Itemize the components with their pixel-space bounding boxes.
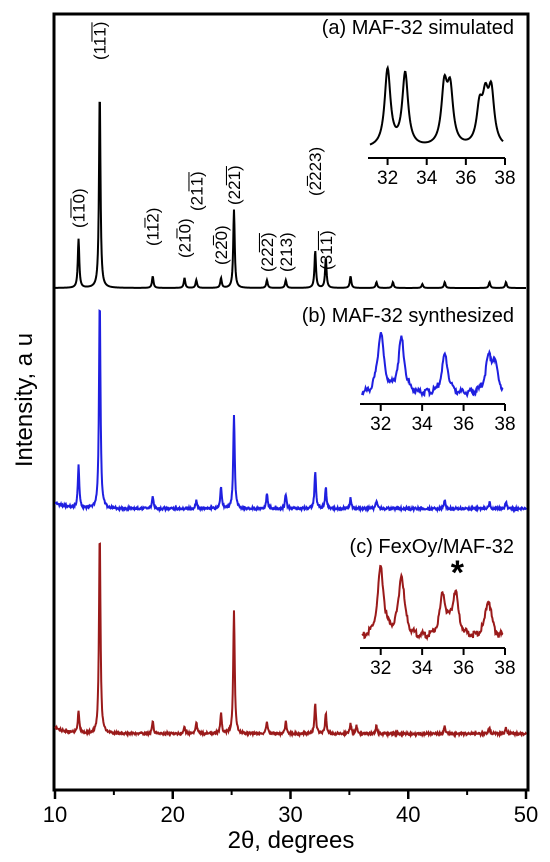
x-tick-label-20: 20 xyxy=(161,802,185,827)
inset-tick-label-2-32: 32 xyxy=(370,414,391,435)
inset-tick-label-1-38: 38 xyxy=(494,168,515,189)
x-tick-label-40: 40 xyxy=(396,802,420,827)
inset-line-1 xyxy=(369,64,504,146)
reflection-label-10: (31̅1̅) xyxy=(317,230,336,270)
inset-tick-label-2-38: 38 xyxy=(494,414,515,435)
inset-tick-label-3-34: 34 xyxy=(412,658,434,679)
series-line-3 xyxy=(54,542,527,739)
inset-tick-label-3-38: 38 xyxy=(494,658,515,679)
reflection-label-5: (22̅0) xyxy=(212,225,231,265)
x-tick-label-50: 50 xyxy=(514,802,538,827)
inset-tick-label-1-32: 32 xyxy=(377,168,398,189)
reflection-label-9: (2̅̅223) xyxy=(306,147,325,196)
inset-tick-label-3-32: 32 xyxy=(370,658,391,679)
inset-tick-label-2-34: 34 xyxy=(412,414,434,435)
y-axis-label: Intensity, a u xyxy=(11,333,38,467)
inset-annotation: * xyxy=(451,554,465,592)
reflection-label-3: (21̅0) xyxy=(176,218,195,258)
reflection-label-6: (22̅1̅) xyxy=(225,165,244,205)
series-line-2 xyxy=(54,309,527,514)
inset-tick-label-1-36: 36 xyxy=(455,168,476,189)
x-tick-label-10: 10 xyxy=(43,802,67,827)
inset-line-3 xyxy=(361,564,504,642)
reflection-label-7: (22̅2̅) xyxy=(258,232,277,272)
reflection-label-2: (11̅2) xyxy=(144,208,163,246)
reflection-label-8: (213) xyxy=(277,232,296,272)
reflection-label-1: (11̅1̅) xyxy=(91,22,110,60)
reflection-label-0: (1̅1̅0) xyxy=(70,188,89,228)
inset-tick-label-2-36: 36 xyxy=(453,414,474,435)
series-label-3: (c) FexOy/MAF-32 xyxy=(350,536,514,558)
reflection-label-4: (21̅1̅) xyxy=(187,171,206,211)
x-axis-label: 2θ, degrees xyxy=(228,827,355,854)
series-label-1: (a) MAF-32 simulated xyxy=(322,17,514,39)
inset-tick-label-1-34: 34 xyxy=(416,168,438,189)
x-tick-label-30: 30 xyxy=(278,802,302,827)
series-label-2: (b) MAF-32 synthesized xyxy=(302,305,514,327)
series-line-1 xyxy=(55,101,526,289)
inset-line-2 xyxy=(361,332,504,399)
inset-tick-label-3-36: 36 xyxy=(453,658,474,679)
